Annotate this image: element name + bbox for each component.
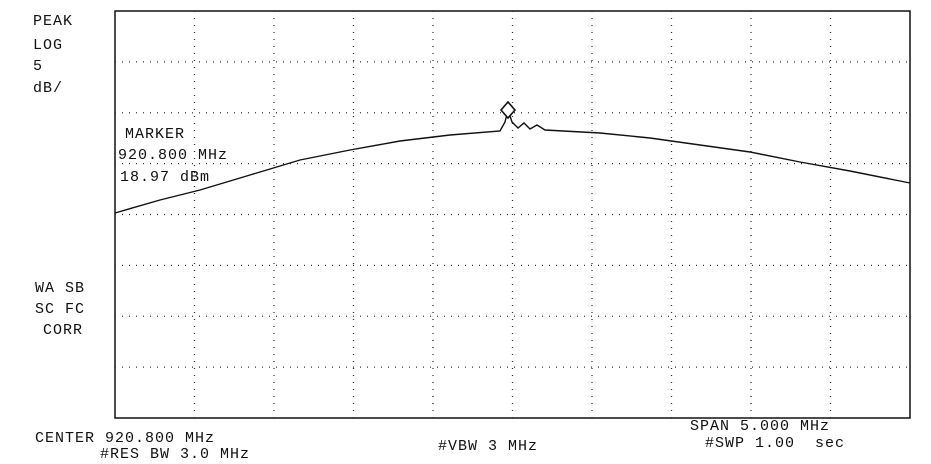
side-label: LOG: [33, 37, 63, 54]
marker-frequency: 920.800 MHz: [118, 147, 228, 164]
status-label: CORR: [43, 322, 83, 339]
side-label: PEAK: [33, 13, 73, 30]
status-label: WA SB: [35, 280, 85, 297]
video-bandwidth: #VBW 3 MHz: [438, 438, 538, 455]
status-label: SC FC: [35, 301, 85, 318]
resolution-bandwidth: #RES BW 3.0 MHz: [100, 446, 250, 463]
center-frequency: CENTER 920.800 MHz: [35, 430, 215, 447]
side-label: 5: [33, 58, 43, 75]
side-label: dB/: [33, 80, 63, 97]
marker-level: 18.97 dBm: [120, 169, 210, 186]
sweep-time: #SWP 1.00 sec: [705, 435, 845, 452]
span: SPAN 5.000 MHz: [690, 418, 830, 435]
marker-title: MARKER: [125, 126, 185, 143]
plot-area: [114, 10, 911, 419]
marker-diamond: [499, 100, 517, 120]
graticule: [115, 11, 910, 418]
trace: [114, 107, 911, 214]
